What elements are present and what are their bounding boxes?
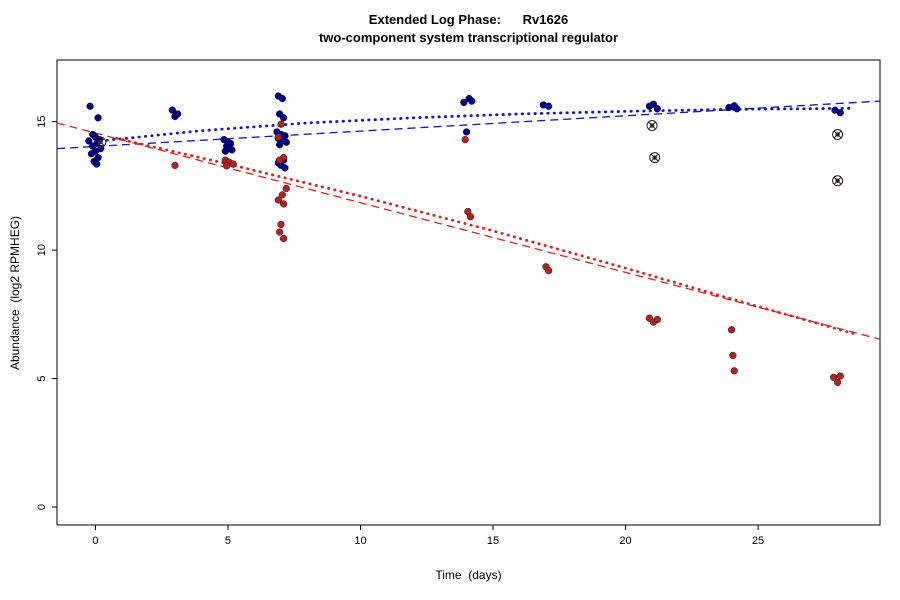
blue-point (171, 112, 179, 121)
blue-point (87, 150, 96, 158)
red-point (729, 351, 737, 360)
blue-point (221, 147, 229, 155)
blue-point (462, 128, 471, 136)
blue-point (93, 160, 101, 168)
red-point (229, 160, 237, 168)
x-tick-label: 25 (752, 535, 764, 547)
red-point (223, 162, 231, 170)
blue-point (168, 106, 176, 114)
y-axis-label: Abundance (log2 RPMHEG) (8, 215, 22, 371)
circled-x-ring (646, 120, 658, 132)
red-point (282, 184, 290, 193)
blue-point (228, 146, 236, 154)
chart-title-line-2: two-component system transcriptional reg… (318, 30, 619, 45)
red-point (276, 228, 284, 236)
y-tick-label: 10 (36, 244, 48, 256)
blue-point (278, 94, 286, 103)
red-point (277, 220, 285, 229)
blue-point (280, 114, 288, 122)
blue-point (460, 98, 468, 106)
chart-title-line-1: Extended Log Phase: Rv1626 (368, 12, 569, 27)
red-point (466, 213, 475, 221)
blue-point (653, 105, 661, 113)
blue-point (733, 105, 741, 113)
blue-dashed-fit (56, 100, 881, 150)
circled-x-cross (833, 176, 842, 185)
x-tick-label: 5 (225, 535, 231, 547)
circled-x-cross (648, 121, 656, 130)
red-point (836, 372, 844, 380)
red-point (653, 315, 661, 324)
red-point (278, 191, 286, 199)
plot-box (56, 59, 881, 526)
blue-point (282, 138, 290, 146)
blue-point (86, 102, 94, 110)
x-tick-label: 20 (619, 535, 631, 547)
blue-point (276, 141, 284, 149)
red-point (274, 196, 282, 204)
circled-x-cross (96, 138, 105, 147)
x-axis-label: Time (days) (435, 568, 502, 582)
red-point (730, 367, 738, 375)
y-tick-label: 0 (36, 504, 48, 510)
red-point (545, 267, 553, 275)
red-point (171, 161, 179, 169)
circled-x-ring (95, 136, 107, 148)
x-tick-label: 10 (354, 535, 366, 547)
y-tick-label: 5 (36, 376, 48, 382)
red-dashed-fit (56, 122, 881, 340)
circled-x-cross (650, 153, 659, 162)
x-tick-label: 15 (487, 535, 499, 547)
circled-x-cross (833, 130, 842, 139)
red-point (280, 200, 288, 208)
red-point (274, 133, 282, 141)
blue-dotted-fit (99, 106, 855, 143)
blue-point (281, 164, 289, 172)
circled-x-ring (832, 175, 844, 187)
red-point (461, 136, 469, 144)
circled-x-ring (832, 129, 844, 141)
red-point (833, 378, 842, 387)
blue-point (649, 100, 657, 108)
blue-point (85, 137, 93, 145)
blue-point (468, 97, 476, 105)
blue-point (836, 109, 844, 117)
blue-point (94, 114, 102, 122)
circled-x-ring (649, 152, 661, 164)
red-point (280, 234, 288, 243)
red-point (276, 156, 284, 164)
y-tick-label: 15 (36, 116, 48, 128)
red-point (277, 120, 285, 128)
x-tick-label: 0 (92, 535, 98, 547)
blue-point (545, 102, 553, 110)
red-point (727, 326, 736, 334)
